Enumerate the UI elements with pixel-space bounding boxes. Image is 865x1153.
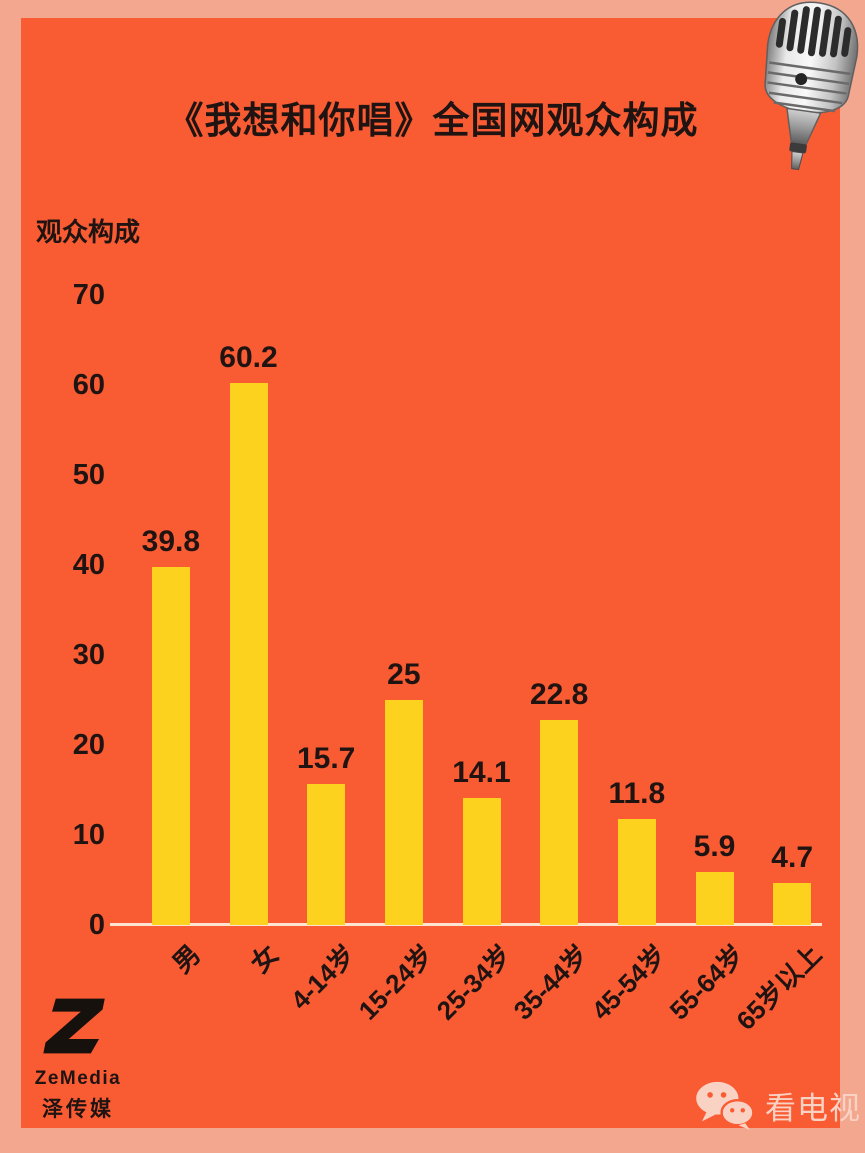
- bar: [384, 700, 423, 925]
- bar: [540, 719, 579, 925]
- bar-value-label: 60.2: [219, 341, 278, 375]
- bar-value-label: 39.8: [141, 524, 201, 558]
- y-tick-label: 70: [72, 279, 105, 311]
- y-tick-label: 20: [72, 729, 105, 761]
- bar: [307, 783, 346, 925]
- microphone-lower-grille: [767, 61, 851, 113]
- microphone-body: [786, 107, 822, 146]
- bar-value-label: 5.9: [693, 829, 736, 863]
- bar-chart-plot: 70 60 50 40 30 20 10 0 39.8 男 60.2 女 15.7 4-14岁 25 15-2…: [73, 279, 831, 1036]
- bar-value-label: 4.7: [771, 840, 814, 874]
- zemedia-logo: ZeMedia 泽传媒: [23, 988, 133, 1123]
- bar-value-label: 11.8: [608, 776, 666, 810]
- bar-value-label: 22.8: [529, 677, 589, 711]
- bar: [151, 566, 190, 925]
- wechat-account-label: 看电视: [765, 1090, 861, 1126]
- microphone-badge: [795, 73, 808, 86]
- microphone-icon: [764, 1, 859, 171]
- wechat-badge: 看电视: [694, 1080, 861, 1130]
- zemedia-logo-text: ZeMedia: [34, 1068, 122, 1089]
- microphone-connector: [791, 150, 804, 171]
- zemedia-z-icon: [43, 998, 105, 1054]
- microphone-head: [764, 1, 859, 114]
- y-tick-label: 30: [72, 639, 105, 671]
- wechat-icon: [696, 1081, 755, 1130]
- bar: [462, 798, 501, 925]
- y-tick-label: 40: [72, 549, 105, 581]
- bar: [617, 818, 656, 925]
- zemedia-logo-chinese: 泽传媒: [42, 1098, 114, 1121]
- bar-value-label: 14.1: [452, 756, 511, 790]
- bar-value-label: 15.7: [296, 741, 356, 775]
- bar: [773, 882, 812, 925]
- microphone-yoke: [789, 142, 807, 154]
- chart-title: 《我想和你唱》全国网观众构成: [166, 100, 699, 141]
- bar-value-label: 25: [387, 658, 421, 691]
- bar: [229, 383, 268, 925]
- y-tick-label: 10: [72, 819, 105, 851]
- microphone-grille-slots: [775, 6, 852, 58]
- y-axis-label: 观众构成: [36, 217, 141, 247]
- y-tick-label: 60: [72, 369, 105, 401]
- bar: [695, 871, 734, 925]
- y-tick-label: 0: [88, 909, 105, 941]
- y-tick-label: 50: [72, 459, 105, 491]
